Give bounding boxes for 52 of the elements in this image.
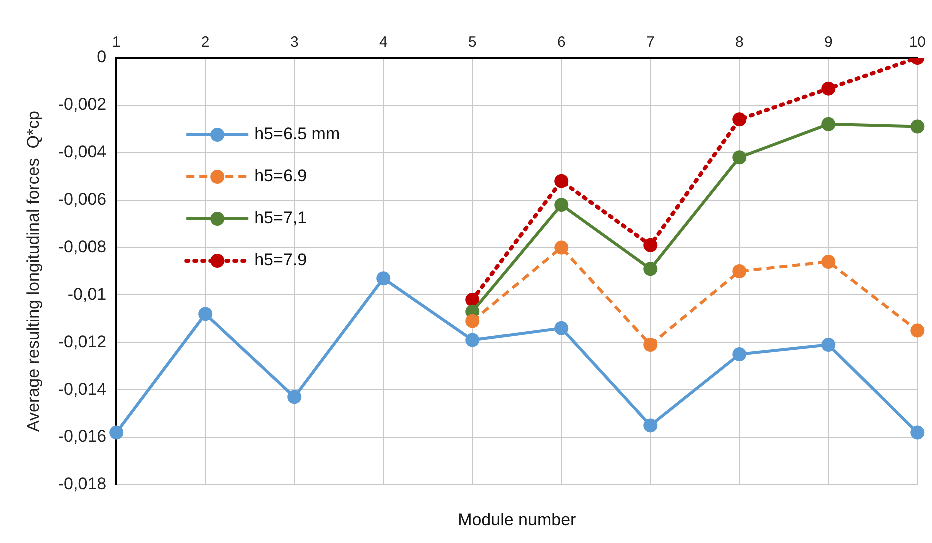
- legend-label: h5=7,1: [254, 208, 308, 228]
- y-tick-label: -0,008: [58, 237, 107, 256]
- point: [910, 120, 925, 134]
- x-tick-label: 2: [201, 34, 210, 52]
- point: [554, 198, 569, 212]
- y-tick-label: -0,012: [58, 332, 107, 352]
- point: [910, 324, 925, 338]
- y-tick-label: -0,014: [58, 380, 107, 399]
- x-axis-title: Module number: [458, 510, 577, 530]
- y-tick-label: -0,006: [58, 190, 107, 210]
- y-axis-title: Average resulting longitudinal forces Q*cp: [24, 111, 43, 432]
- point: [466, 333, 480, 348]
- point: [466, 314, 480, 328]
- point: [732, 264, 747, 278]
- y-tick-label: -0,016: [58, 427, 107, 446]
- point: [376, 272, 391, 286]
- point: [644, 262, 658, 276]
- point: [198, 307, 213, 322]
- point: [822, 117, 836, 132]
- y-tick-label: -0,018: [58, 474, 107, 494]
- point: [554, 321, 569, 336]
- point: [822, 255, 836, 270]
- x-tick-label: 4: [379, 34, 388, 52]
- point: [554, 240, 569, 255]
- point: [910, 426, 925, 440]
- point: [466, 292, 480, 307]
- x-tick-label: 10: [909, 34, 926, 52]
- point: [554, 174, 569, 188]
- point: [644, 238, 658, 252]
- point: [822, 82, 836, 96]
- y-tick-label: 0: [97, 48, 107, 67]
- x-tick-label: 6: [557, 34, 566, 52]
- legend-label: h5=6.9: [254, 166, 308, 186]
- x-tick-label: 3: [290, 34, 299, 52]
- x-tick-label: 8: [735, 34, 744, 52]
- point: [732, 150, 747, 165]
- y-tick-label: -0,002: [58, 95, 107, 114]
- point: [732, 112, 747, 127]
- point: [644, 418, 658, 433]
- y-tick-label: -0,004: [58, 142, 107, 162]
- point: [822, 338, 836, 352]
- x-tick-label: 9: [824, 34, 833, 52]
- point: [288, 390, 302, 404]
- point: [110, 426, 124, 440]
- x-tick-label: 1: [112, 34, 121, 52]
- x-tick-label: 7: [646, 34, 655, 52]
- legend-label: h5=7.9: [254, 250, 308, 270]
- y-tick-label: -0,01: [68, 284, 107, 304]
- x-tick-label: 5: [468, 34, 477, 52]
- point: [732, 348, 747, 362]
- legend-label: h5=6.5 mm: [254, 124, 340, 144]
- point: [644, 338, 658, 352]
